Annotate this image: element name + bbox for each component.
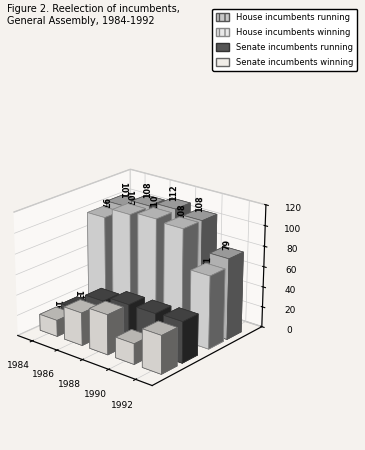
Legend: House incumbents running, House incumbents winning, Senate incumbents running, S: House incumbents running, House incumben… <box>212 9 357 71</box>
Text: Figure 2. Reelection of incumbents,
General Assembly, 1984-1992: Figure 2. Reelection of incumbents, Gene… <box>7 4 180 26</box>
